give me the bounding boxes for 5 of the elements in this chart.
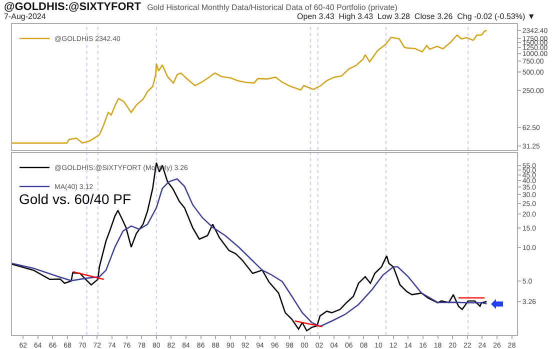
text: Open 3.43 High 3.43 Low 3.28 Close 3.26 Chg -0.02 (-0.53%) ▼ bbox=[297, 12, 536, 21]
chart-subtitle: Gold Historical Monthly Data/Historical Data of 60-40 Portfolio (private) bbox=[147, 3, 398, 12]
chart-title: @GOLDHIS:@SIXTYFORT bbox=[4, 1, 142, 13]
text: 7-Aug-2024 bbox=[4, 12, 46, 21]
annotation: Gold vs. 60/40 PF bbox=[19, 191, 132, 207]
